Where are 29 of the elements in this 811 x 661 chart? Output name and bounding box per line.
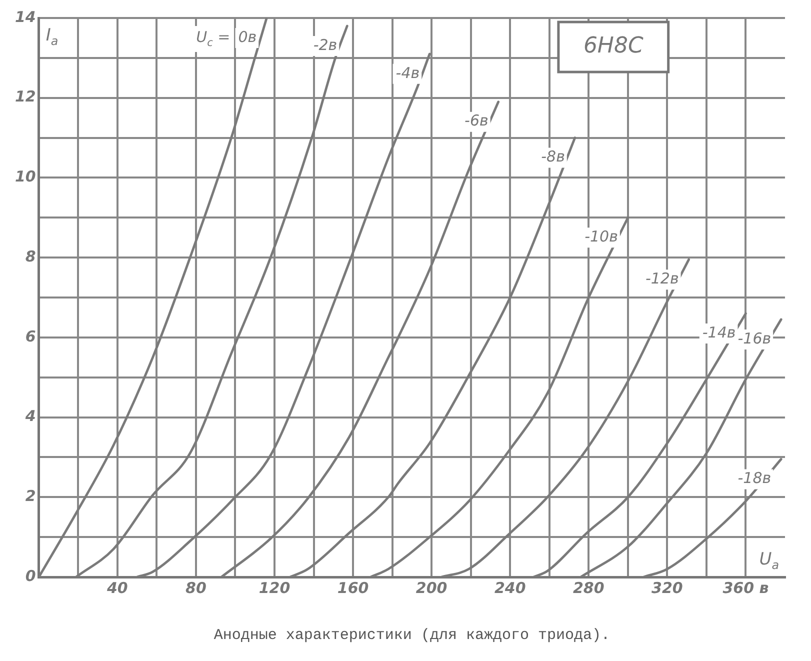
- x-tick-label: 40: [106, 578, 128, 597]
- x-tick-label: 240: [494, 578, 526, 597]
- y-tick-label: 10: [15, 168, 36, 186]
- text: Анодные характеристики (для каждого триода).: [214, 626, 610, 644]
- x-tick-label: 120: [258, 578, 290, 597]
- series-label: -8в: [541, 148, 566, 166]
- x-tick-label: 80: [186, 578, 206, 597]
- series-label: -14в: [702, 323, 736, 342]
- series-label: -10в: [584, 228, 618, 246]
- y-tick-label: 6: [25, 327, 36, 346]
- series-label: -6в: [464, 112, 488, 130]
- y-tick-label: 12: [15, 88, 36, 106]
- y-tick-label: 8: [25, 247, 36, 266]
- series-label: -18в: [738, 469, 772, 488]
- x-tick-label: 360 в: [722, 578, 769, 597]
- y-tick-label: 2: [25, 487, 36, 506]
- x-tick-label: 200: [416, 578, 448, 597]
- series-label: 0в: [238, 28, 257, 46]
- series-label: -12в: [645, 269, 679, 288]
- x-tick-label: 280: [572, 578, 604, 597]
- series-label: -16в: [738, 329, 772, 348]
- y-tick-label: 4: [24, 407, 36, 426]
- series-label: -2в: [313, 36, 338, 54]
- y-tick-label: 14: [15, 8, 36, 26]
- series-label: -4в: [396, 64, 420, 82]
- y-tick-label: 0: [25, 566, 36, 585]
- x-tick-label: 160: [337, 578, 369, 597]
- x-tick-label: 320: [652, 578, 683, 597]
- text: 6Н8С: [583, 34, 644, 59]
